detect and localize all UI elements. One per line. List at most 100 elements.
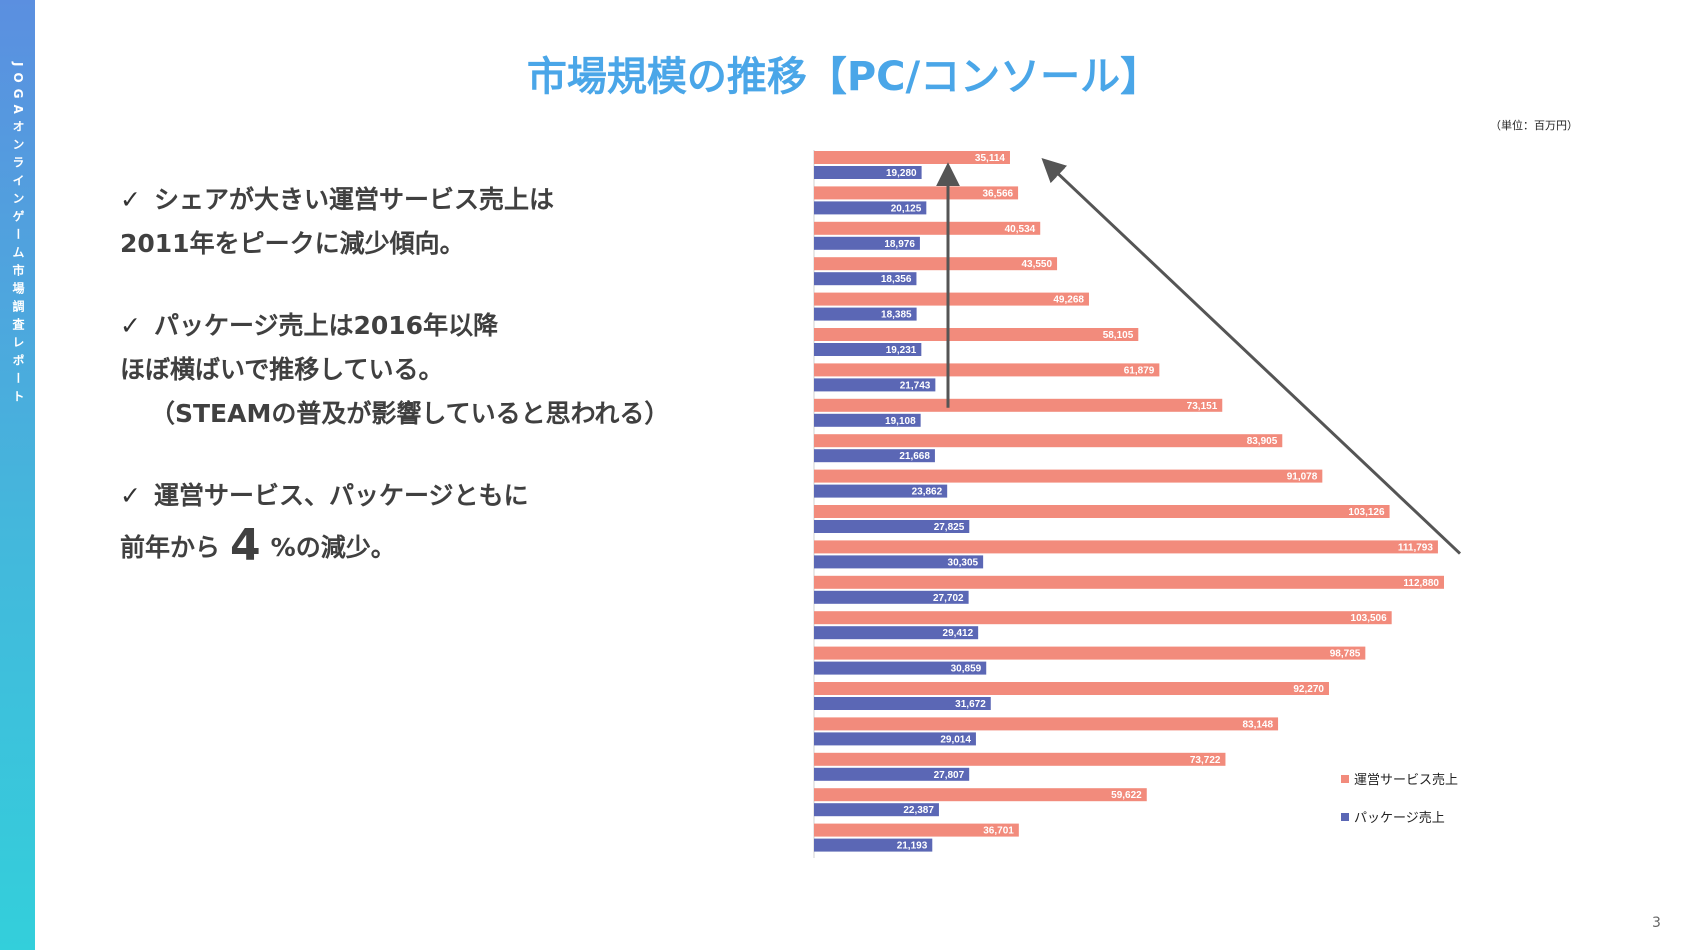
chart-svg: 2023年35,11419,2802022年36,56620,1252021年4… [758,150,1462,858]
bullet-3-line-1: 運営サービス、パッケージともに [154,481,529,510]
check-icon: ✓ [120,481,141,510]
bar-package [814,590,969,604]
bar-package [814,378,936,392]
data-label-operation: 35,114 [975,153,1005,164]
bullet-3-line-2: 前年から 4 %の減少。 [120,524,760,570]
slide-title: 市場規模の推移【PC/コンソール】 [526,54,1161,100]
bar-package [814,201,927,215]
bar-package [814,236,920,250]
bar-operation [814,328,1139,341]
data-label-operation: 36,701 [983,826,1014,837]
data-label-package: 27,702 [933,593,964,604]
data-label-package: 29,014 [940,734,971,745]
bar-package [814,413,921,427]
data-label-package: 29,412 [943,628,974,639]
data-label-operation: 103,126 [1348,507,1385,518]
data-label-operation: 43,550 [1021,259,1052,270]
bar-package [814,626,979,640]
bar-operation [814,788,1147,802]
data-label-operation: 40,534 [1005,224,1036,235]
sidebar-label: JOGAオンラインゲーム市場調査レポート [11,62,25,408]
data-label-operation: 98,785 [1330,649,1361,660]
data-label-package: 19,108 [885,416,916,427]
data-label-package: 31,672 [955,699,986,710]
bar-package [814,272,917,286]
bar-chart: 2023年35,11419,2802022年36,56620,1252021年4… [758,150,1680,930]
bar-operation [814,611,1392,625]
data-label-package: 21,193 [897,841,928,852]
bullet-1-line-1: シェアが大きい運営サービス売上は [154,185,555,214]
bar-package [814,697,991,710]
data-label-operation: 73,151 [1187,401,1218,412]
data-label-package: 18,356 [881,274,912,285]
bar-operation [814,646,1366,660]
bar-operation [814,575,1444,589]
data-label-package: 27,807 [934,770,965,781]
data-label-package: 23,862 [912,487,943,498]
bar-operation [814,186,1019,200]
data-label-package: 20,125 [891,203,922,214]
bar-package [814,661,987,675]
data-label-operation: 91,078 [1287,472,1318,483]
check-icon: ✓ [120,311,141,340]
data-label-operation: 92,270 [1293,684,1324,695]
bar-package [814,520,970,533]
bullet-3: ✓ 運営サービス、パッケージともに [120,474,760,518]
page-number: 3 [1652,915,1661,931]
bar-operation [814,540,1438,554]
bullet-1-line-2: 2011年をピークに減少傾向。 [120,229,465,258]
unit-note: （単位：百万円） [1490,119,1578,132]
bullet-2-line-3: （STEAMの普及が影響していると思われる） [150,399,670,428]
bullet-1: ✓ シェアが大きい運営サービス売上は [120,178,760,222]
data-label-operation: 111,793 [1398,542,1433,553]
bar-operation [814,292,1089,306]
data-label-package: 22,387 [903,805,934,816]
bullet-list: ✓ シェアが大きい運営サービス売上は 2011年をピークに減少傾向。 ✓ パッケージ… [120,178,760,570]
bullet-2: ✓ パッケージ売上は2016年以降 [120,304,760,348]
data-label-operation: 103,506 [1351,613,1388,624]
data-label-package: 19,280 [886,168,917,179]
trend-arrow-operation [1041,157,1462,555]
data-label-package: 30,305 [948,557,979,568]
data-label-package: 21,743 [900,380,931,391]
bullet-3-prefix: 前年から [120,533,221,562]
bar-operation [814,469,1323,483]
bar-package [814,838,933,852]
bar-package [814,555,984,569]
legend-label-package: パッケージ売上 [1354,810,1445,825]
bar-package [814,484,948,498]
data-label-operation: 83,148 [1242,719,1273,730]
bar-operation [814,363,1160,377]
bullet-3-suffix: %の減少。 [270,533,396,562]
bar-package [814,307,917,321]
bullet-2-line-2: ほぼ横ばいで推移している。 [120,355,444,384]
bar-operation [814,505,1390,518]
bar-package [814,166,922,179]
bar-operation [814,434,1283,448]
data-label-operation: 73,722 [1190,755,1221,766]
bar-operation [814,682,1329,695]
data-label-operation: 59,622 [1111,790,1142,801]
bar-package [814,343,922,356]
data-label-operation: 83,905 [1247,436,1278,447]
side-band: JOGAオンラインゲーム市場調査レポート [0,0,35,950]
bar-operation [814,257,1058,271]
bullet-2-line-1: パッケージ売上は2016年以降 [154,311,499,340]
data-label-operation: 36,566 [982,188,1013,199]
data-label-operation: 58,105 [1103,330,1134,341]
data-label-package: 30,859 [951,664,982,675]
bar-operation [814,752,1226,766]
check-icon: ✓ [120,185,141,214]
bar-operation [814,398,1223,412]
legend-swatch-package [1341,813,1349,821]
bar-operation [814,823,1019,837]
data-label-package: 18,385 [881,310,912,321]
data-label-package: 27,825 [934,522,965,533]
legend-label-operation: 運営サービス売上 [1354,772,1458,787]
data-label-package: 21,668 [899,451,930,462]
data-label-operation: 112,880 [1403,578,1439,589]
bar-operation [814,717,1279,731]
bar-package [814,803,939,817]
data-label-package: 19,231 [886,345,917,356]
bar-package [814,449,935,463]
